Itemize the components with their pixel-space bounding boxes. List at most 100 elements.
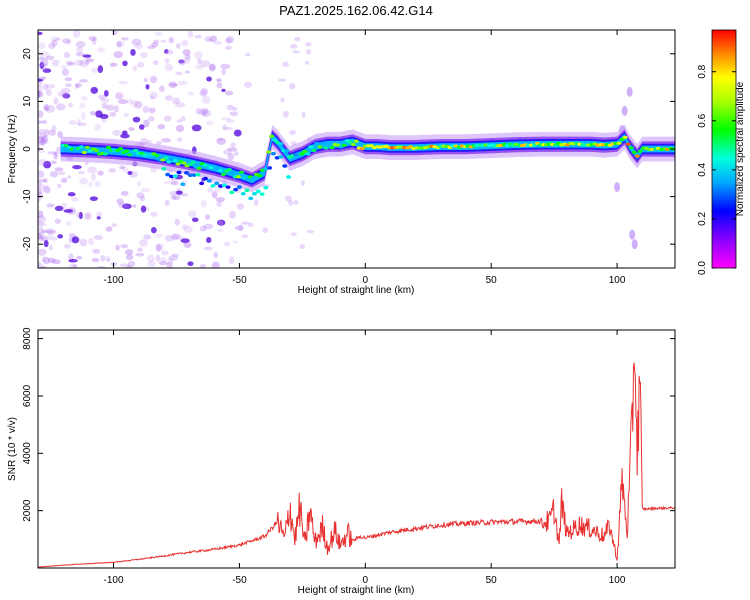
spectrogram-noise-blob [51,36,57,43]
spectrogram-noise-blob [199,225,207,232]
spectrogram-noise-blob [166,261,173,268]
spectrogram-noise-blob [58,171,66,175]
snr-xtick-label: 100 [609,575,626,586]
spectrogram-noise-blob [233,129,242,137]
spectrogram-noise-blob [62,38,71,44]
spectrogram-ridge-cell [196,166,202,170]
spectrogram-noise-blob [172,97,181,105]
spectrogram-noise-blob [122,60,128,67]
spectrogram-ridge-cell [267,166,273,170]
snr-frame [37,329,676,569]
spectrogram-ridge-cell [252,191,258,196]
spectrogram-noise-blob [77,171,85,175]
spectrogram-noise-blob [203,223,214,230]
spectrogram-noise-blob [51,259,61,265]
spectrogram-xlabel: Height of straight line (km) [298,285,415,296]
spectrogram-noise-blob [150,95,155,100]
spectrogram-noise-blob [154,233,164,238]
spectrogram-ridge-cell [284,149,290,153]
spectrogram-noise-blob [96,211,103,218]
spectrogram-noise-blob [40,58,49,67]
spectrogram-noise-blob [152,60,159,66]
spectrogram-noise-blob [38,220,44,228]
spectrogram-noise-blob [194,34,202,39]
spectrogram-noise-blob [134,101,143,109]
spectrogram-noise-blob [39,235,44,243]
spectrogram-noise-blob [123,112,130,118]
spectrogram-noise-blob [283,110,289,118]
spectrogram-noise-blob [101,116,107,123]
spectrogram-noise-blob [68,258,78,263]
spectrogram-ridge-cell [133,148,139,153]
spectrogram-noise-blob [290,232,297,236]
spectrogram-noise-blob [229,256,235,265]
spectrogram-noise-blob [140,51,148,58]
spectrogram-noise-blob [91,67,100,73]
spectrogram-noise-blob [101,102,108,109]
spectrogram-noise-blob [39,56,44,60]
spectrogram-noise-blob [38,263,44,268]
spectrogram-noise-blob [175,42,181,50]
spectrogram-ylabel: Frequency (Hz) [7,115,18,184]
spectrogram-ridge-cell [124,149,130,153]
spectrogram-noise-blob [631,239,638,250]
spectrogram-noise-blob [194,51,203,59]
spectrogram-noise-blob [191,217,199,222]
spectrogram-noise-blob [164,58,170,64]
spectrogram-noise-blob [82,54,92,58]
spectrogram-noise-blob [111,223,117,227]
spectrogram-ytick-label: 20 [22,48,33,60]
spectrogram-noise-blob [177,80,188,86]
spectrogram-ridge-cell [269,134,275,138]
spectrogram-noise-blob [48,244,53,251]
spectrogram-noise-blob [253,199,259,206]
spectrogram-noise-blob [98,94,106,100]
spectrogram-noise-blob [46,229,57,235]
spectrogram-noise-blob [38,187,43,196]
snr-xlabel: Height of straight line (km) [298,585,415,596]
spectrogram-noise-blob [57,90,64,97]
spectrogram-noise-blob [233,150,239,157]
spectrogram-noise-blob [91,37,97,46]
spectrogram-noise-blob [65,60,73,66]
spectrogram-noise-blob [626,86,633,97]
spectrogram-noise-blob [96,216,101,220]
spectrogram-noise-blob [208,64,216,72]
spectrogram-ridge-cell [175,162,181,166]
spectrogram-ridge-cell [220,172,226,176]
spectrogram-noise-blob [216,137,227,145]
spectrogram-noise-blob [233,240,238,244]
spectrogram-noise-blob [49,171,59,178]
spectrogram-ridge-cell [259,192,265,196]
spectrogram-noise-blob [143,119,150,128]
spectrogram-noise-blob [63,51,71,59]
spectrogram-noise-blob [89,196,98,201]
spectrogram-noise-blob [172,195,181,200]
spectrogram-noise-blob [200,60,211,68]
spectrogram-noise-blob [177,137,183,142]
spectrogram-noise-blob [80,112,87,121]
spectrogram-noise-blob [38,260,41,268]
spectrogram-noise-blob [224,37,233,44]
spectrogram-noise-blob [147,45,156,49]
spectrogram-noise-blob [48,129,56,136]
spectrogram-ridge-cell [206,179,212,183]
spectrogram-noise-blob [299,244,306,250]
spectrogram-noise-blob [76,211,81,218]
spectrogram-noise-blob [55,146,62,154]
spectrogram-noise-blob [38,248,47,256]
spectrogram-ridge-cell [217,168,223,172]
spectrogram-noise-blob [137,61,145,68]
spectrogram-noise-blob [146,254,155,263]
spectrogram-noise-blob [140,188,151,193]
spectrogram-noise-blob [199,89,208,97]
spectrogram-noise-blob [87,237,95,246]
spectrogram-noise-blob [203,246,213,251]
spectrogram-noise-blob [45,203,54,209]
spectrogram-noise-blob [57,131,63,138]
spectrogram-noise-blob [229,210,236,219]
spectrogram-noise-blob [38,136,44,143]
spectrogram-noise-blob [280,97,285,103]
spectrogram-noise-blob [66,61,76,66]
spectrogram-ridge-cell [263,185,269,190]
